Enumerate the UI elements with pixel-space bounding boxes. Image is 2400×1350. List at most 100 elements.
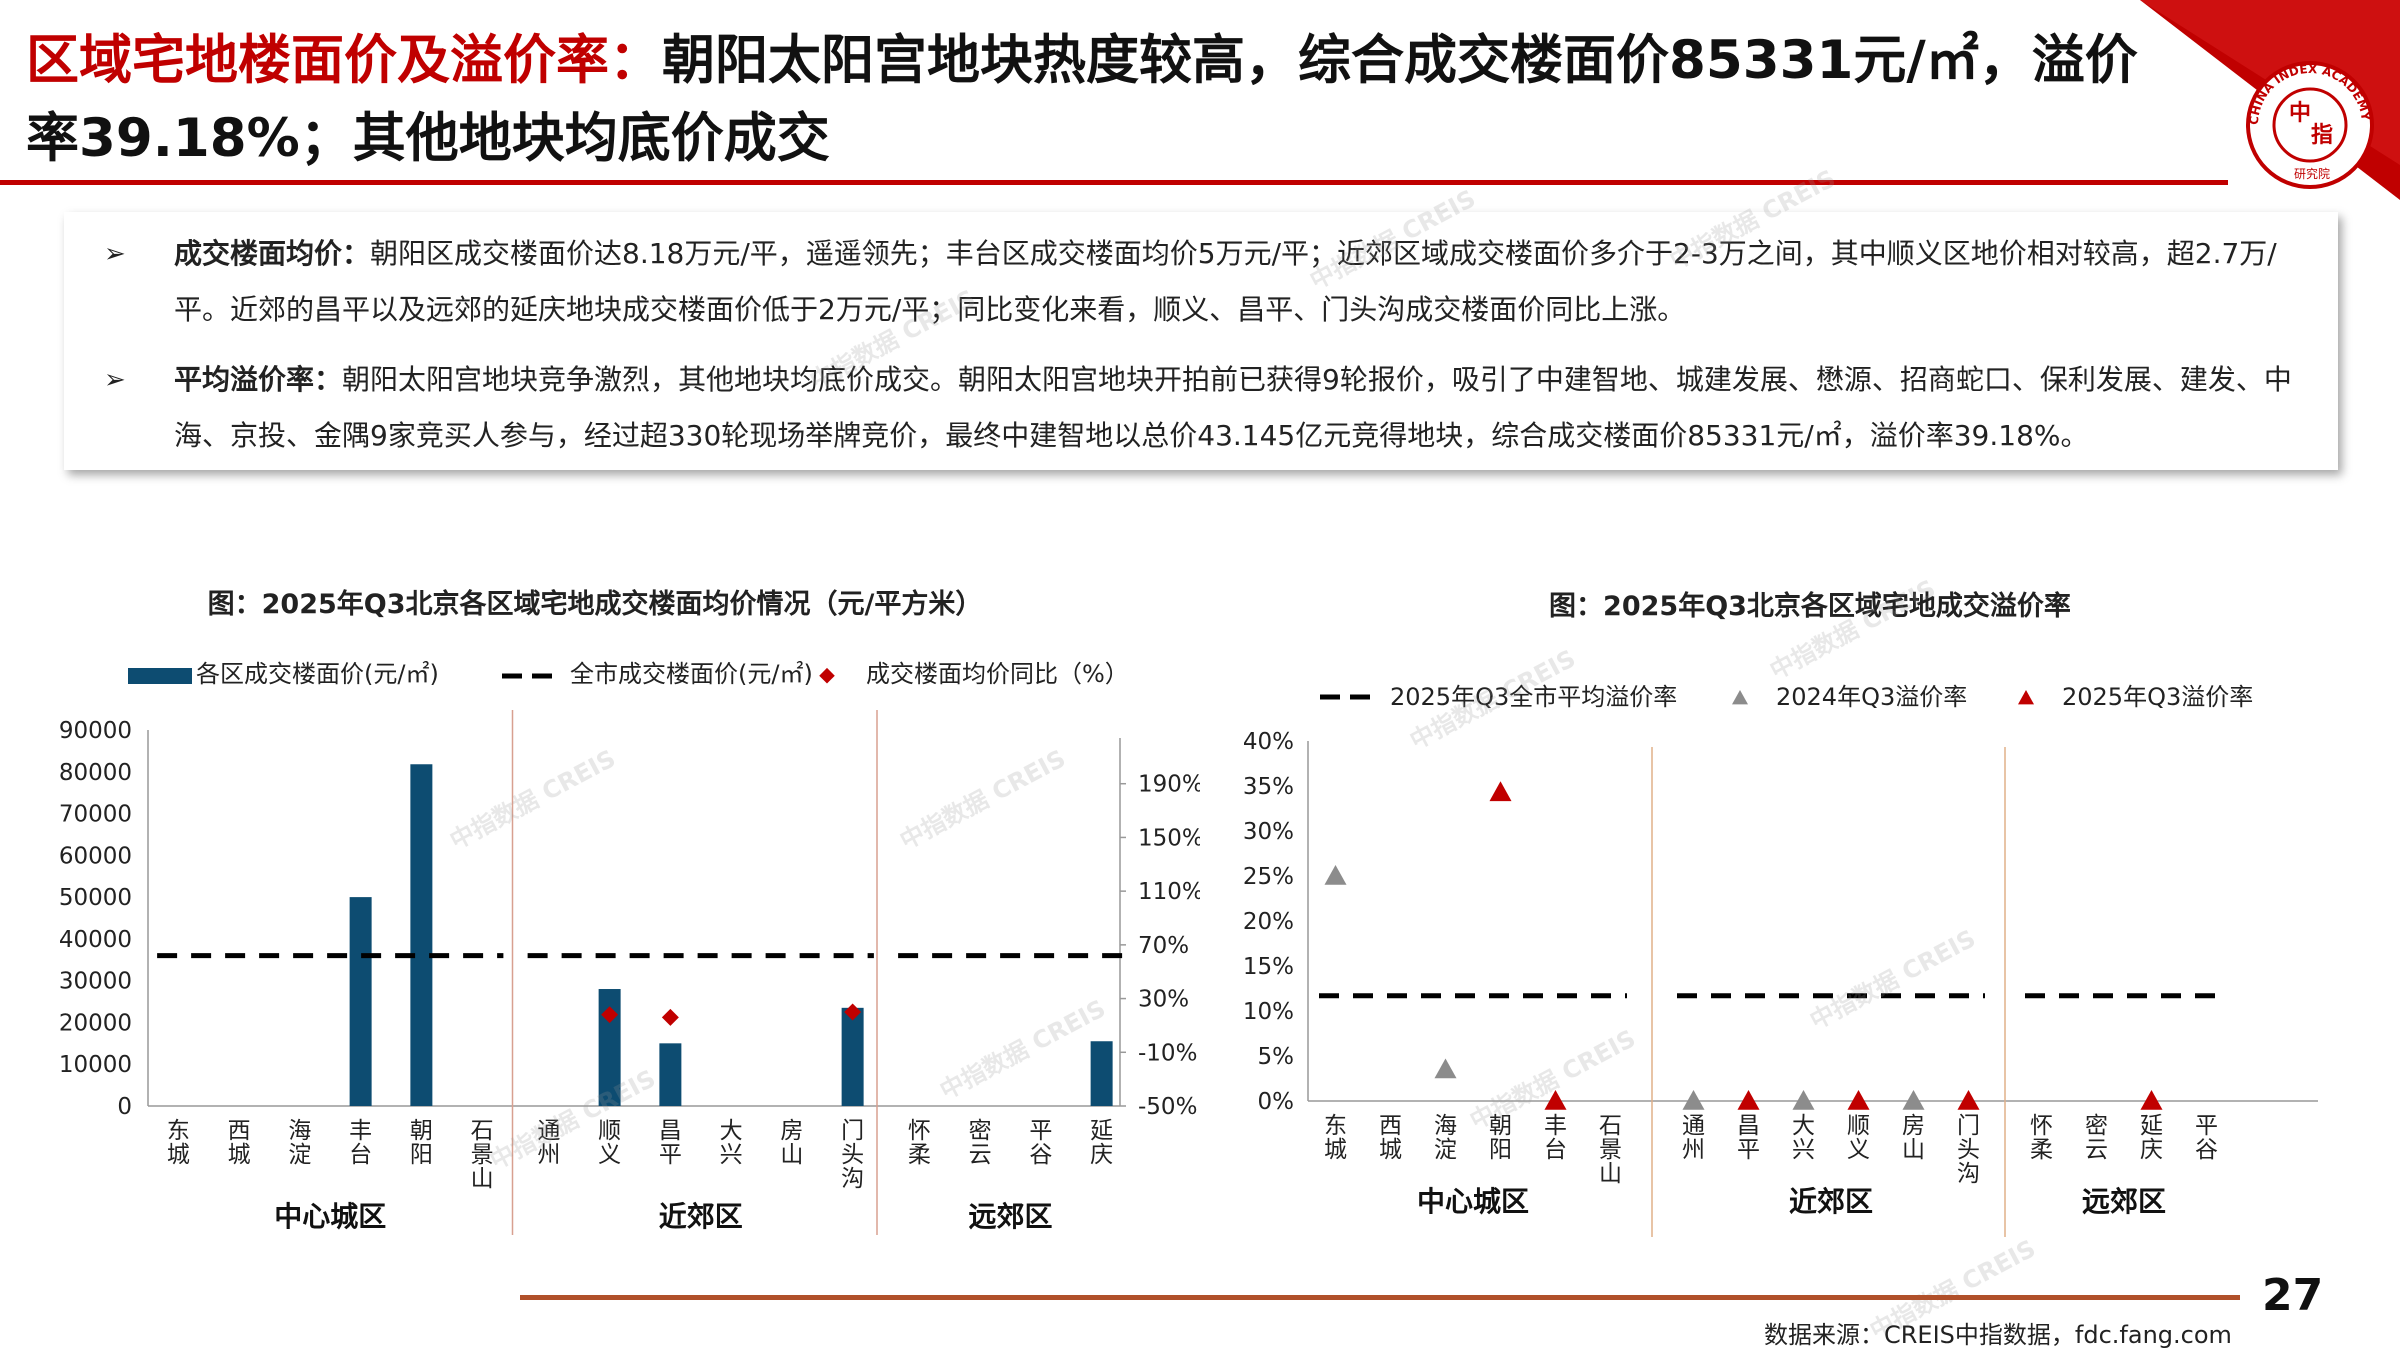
- category-label-char: 山: [780, 1142, 803, 1168]
- category-label-char: 海: [288, 1118, 311, 1144]
- legend-swatch-gray-triangle: [1732, 690, 1748, 705]
- bullet-premium-rate: ➢ 平均溢价率：朝阳太阳宫地块竞争激烈，其他地块均底价成交。朝阳太阳宫地块开拍前…: [84, 352, 2314, 464]
- category-label-char: 丰: [1544, 1113, 1567, 1139]
- category-label: 延庆: [1090, 1118, 1113, 1168]
- legend-label: 2025年Q3全市平均溢价率: [1390, 683, 1677, 711]
- category-label-char: 云: [2085, 1137, 2108, 1163]
- category-label: 平谷: [1029, 1118, 1052, 1168]
- category-label-char: 庆: [2140, 1137, 2163, 1163]
- category-label: 海淀: [288, 1118, 311, 1168]
- y-tick-label: 30%: [1243, 819, 1294, 845]
- category-label: 大兴: [720, 1118, 743, 1168]
- group-label: 中心城区: [274, 1200, 386, 1233]
- category-label-char: 延: [2140, 1113, 2163, 1139]
- group-label: 中心城区: [1417, 1185, 1529, 1218]
- y2-tick-label: 110%: [1138, 879, 1200, 905]
- premium-2024-marker: [1682, 1090, 1705, 1110]
- group-label: 近郊区: [1789, 1185, 1873, 1218]
- y2-tick-label: -50%: [1138, 1094, 1197, 1120]
- category-label-char: 门: [1957, 1113, 1980, 1139]
- y2-tick-label: -10%: [1138, 1040, 1197, 1066]
- yoy-marker: [844, 1003, 862, 1021]
- category-label-char: 房: [1902, 1113, 1925, 1139]
- title-divider: [0, 180, 2228, 185]
- y-tick-label: 80000: [59, 760, 132, 786]
- premium-2024-marker: [1324, 865, 1347, 885]
- category-label-char: 石: [1599, 1113, 1622, 1139]
- chart2-legend: 2025年Q3全市平均溢价率 2024年Q3溢价率 2025年Q3溢价率: [1320, 683, 2253, 711]
- legend-label: 2025年Q3溢价率: [2062, 683, 2253, 711]
- bullet-label: 平均溢价率：: [174, 363, 343, 396]
- category-label: 朝阳: [410, 1118, 433, 1168]
- category-label-char: 庆: [1090, 1142, 1113, 1168]
- y-tick-label: 50000: [59, 885, 132, 911]
- arrow-bullet-icon: ➢: [104, 365, 126, 395]
- category-label-char: 头: [841, 1142, 864, 1168]
- category-label: 通州: [537, 1118, 560, 1168]
- category-label-char: 朝: [1489, 1113, 1512, 1139]
- category-label-char: 平: [1029, 1118, 1052, 1144]
- category-label-char: 台: [349, 1142, 372, 1168]
- bullet-label: 成交楼面均价：: [174, 237, 371, 270]
- category-label: 丰台: [349, 1118, 372, 1168]
- category-label: 门头沟: [1957, 1113, 1980, 1187]
- category-label: 石景山: [471, 1118, 494, 1192]
- category-label: 海淀: [1434, 1113, 1457, 1163]
- category-label: 密云: [969, 1118, 992, 1168]
- category-label: 石景山: [1599, 1113, 1622, 1187]
- y-tick-label: 0: [117, 1094, 132, 1120]
- group-label: 远郊区: [2082, 1185, 2166, 1218]
- category-label-char: 州: [1682, 1137, 1705, 1163]
- bullet-text: 朝阳区成交楼面价达8.18万元/平，遥遥领先；丰台区成交楼面均价5万元/平；近郊…: [174, 237, 2277, 326]
- y-tick-label: 15%: [1243, 954, 1294, 980]
- legend-swatch-bar: [128, 668, 192, 684]
- price-bar: [349, 897, 372, 1106]
- category-label-char: 州: [537, 1142, 560, 1168]
- category-label: 东城: [167, 1118, 190, 1168]
- category-label-char: 密: [969, 1118, 992, 1144]
- category-label: 房山: [1902, 1113, 1925, 1163]
- category-label-char: 大: [1792, 1113, 1815, 1139]
- category-label: 顺义: [598, 1118, 621, 1168]
- premium-2025-marker: [2140, 1090, 2163, 1110]
- category-label-char: 柔: [2030, 1137, 2053, 1163]
- premium-2025-marker: [1489, 781, 1512, 802]
- group-label: 近郊区: [659, 1200, 743, 1233]
- category-label-char: 景: [471, 1142, 494, 1168]
- category-label-char: 沟: [841, 1166, 864, 1192]
- y-tick-label: 25%: [1243, 864, 1294, 890]
- data-source: 数据来源：CREIS中指数据，fdc.fang.com: [1764, 1321, 2232, 1349]
- category-label: 西城: [228, 1118, 251, 1168]
- category-label-char: 怀: [908, 1118, 931, 1144]
- category-label: 房山: [780, 1118, 803, 1168]
- category-label-char: 东: [167, 1118, 190, 1144]
- land-price-chart: 各区成交楼面价(元/㎡) 全市成交楼面价(元/㎡) 成交楼面均价同比（%） 90000…: [59, 660, 1200, 1235]
- category-label-char: 顺: [598, 1118, 621, 1144]
- yoy-marker: [601, 1006, 619, 1024]
- arrow-bullet-icon: ➢: [104, 239, 126, 269]
- category-label: 丰台: [1544, 1113, 1567, 1163]
- category-label-char: 阳: [410, 1142, 433, 1168]
- y-tick-label: 30000: [59, 969, 132, 995]
- y-tick-label: 10%: [1243, 999, 1294, 1025]
- legend-swatch-red-triangle: [2018, 690, 2034, 705]
- category-label-char: 头: [1957, 1137, 1980, 1163]
- page-number: 27: [2262, 1270, 2324, 1321]
- y-tick-label: 40000: [59, 927, 132, 953]
- group-label: 远郊区: [968, 1200, 1052, 1233]
- category-label: 昌平: [1737, 1113, 1760, 1163]
- category-label-char: 大: [720, 1118, 743, 1144]
- category-label: 东城: [1324, 1113, 1347, 1163]
- logo-center-top: 中: [2289, 101, 2311, 126]
- price-bar: [410, 764, 433, 1106]
- category-label: 怀柔: [908, 1118, 931, 1168]
- category-label: 怀柔: [2030, 1113, 2053, 1163]
- premium-rate-chart: 2025年Q3全市平均溢价率 2024年Q3溢价率 2025年Q3溢价率 40% 35%…: [1243, 683, 2318, 1237]
- category-label-char: 密: [2085, 1113, 2108, 1139]
- premium-2024-marker: [1902, 1090, 1925, 1110]
- category-label-char: 平: [659, 1142, 682, 1168]
- category-label-char: 义: [1847, 1137, 1870, 1163]
- category-label-char: 东: [1324, 1113, 1347, 1139]
- premium-2024-marker: [1792, 1090, 1815, 1110]
- premium-2025-marker: [1737, 1090, 1760, 1110]
